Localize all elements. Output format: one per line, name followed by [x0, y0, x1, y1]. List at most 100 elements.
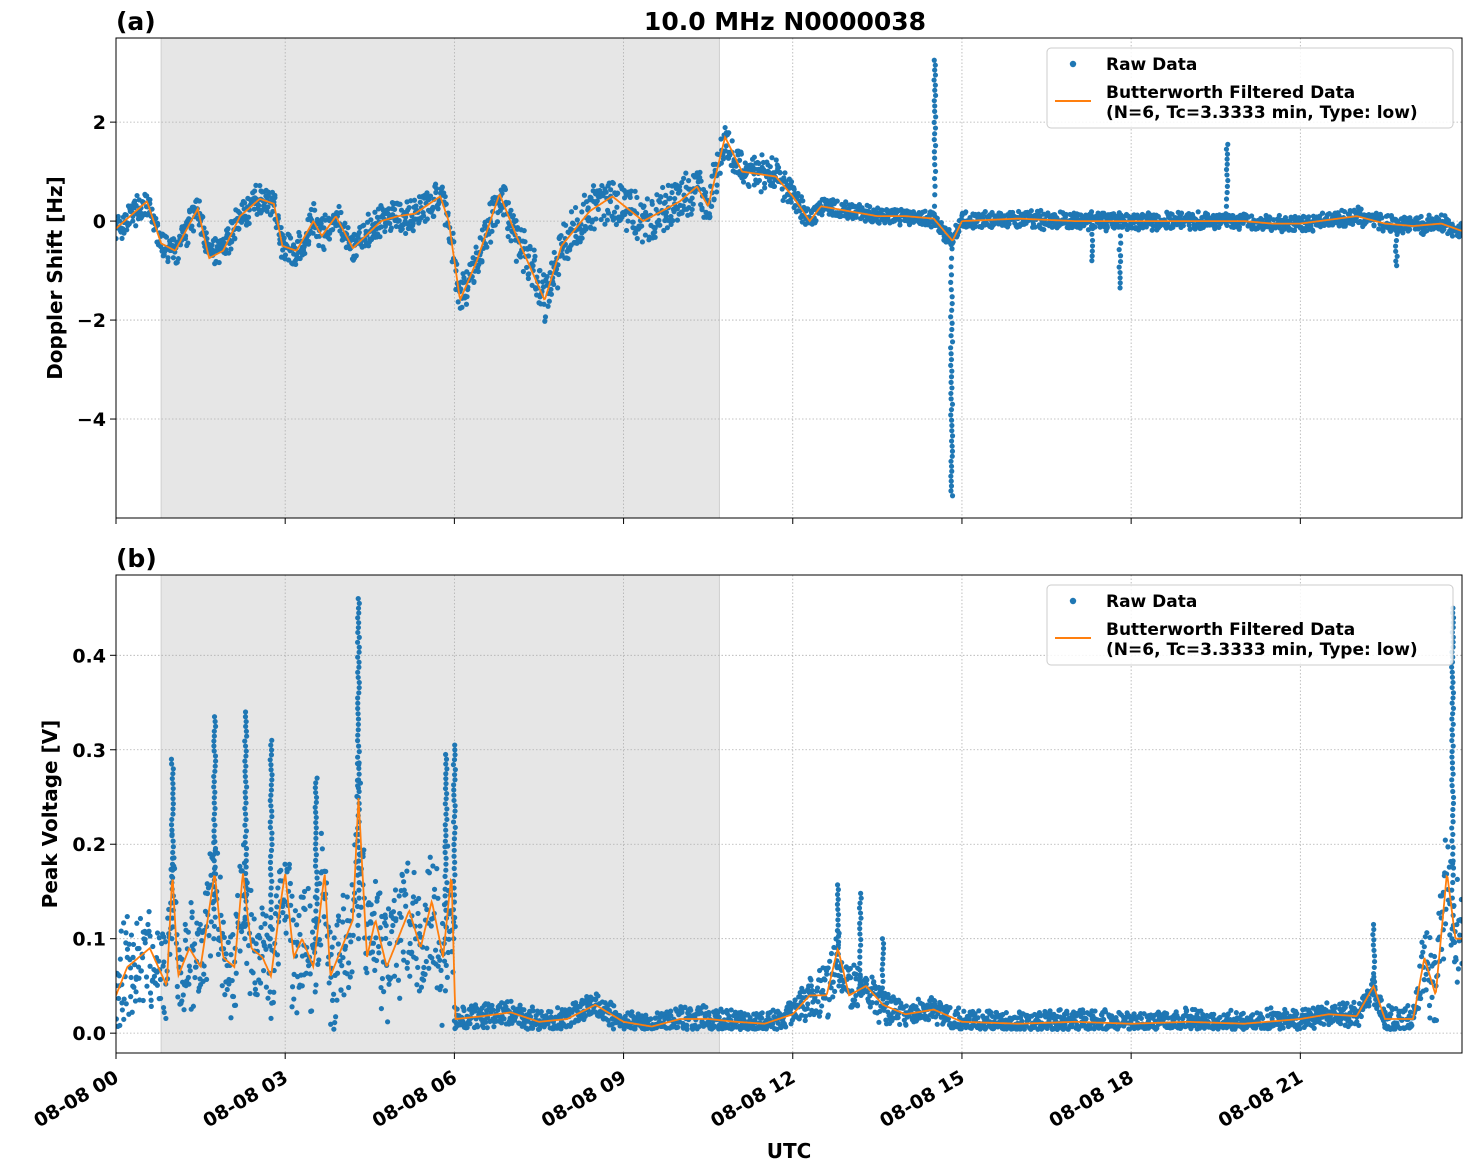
raw-data-point	[703, 190, 708, 195]
raw-data-point	[549, 292, 554, 297]
raw-data-point	[898, 218, 903, 223]
raw-data-point	[346, 960, 351, 965]
raw-data-point	[117, 973, 122, 978]
raw-data-point	[363, 966, 368, 971]
raw-data-point	[121, 1017, 126, 1022]
raw-data-point	[407, 974, 412, 979]
raw-data-point	[1234, 1010, 1239, 1015]
raw-data-point	[1407, 227, 1412, 232]
raw-outlier-point	[1118, 259, 1123, 264]
raw-data-point	[405, 860, 410, 865]
raw-data-point	[189, 915, 194, 920]
raw-data-point	[181, 1007, 186, 1012]
raw-data-point	[1359, 206, 1364, 211]
raw-data-point	[250, 970, 255, 975]
raw-data-point	[1006, 221, 1011, 226]
raw-data-point	[136, 976, 141, 981]
raw-data-point	[1101, 1017, 1106, 1022]
raw-data-point	[652, 229, 657, 234]
raw-data-point	[433, 182, 438, 187]
raw-data-point	[188, 968, 193, 973]
raw-data-point	[714, 183, 719, 188]
raw-data-point	[759, 1016, 764, 1021]
raw-data-point	[258, 980, 263, 985]
raw-data-point	[759, 152, 764, 157]
raw-data-point	[697, 170, 702, 175]
x-tick-label: 08-08 09	[538, 1066, 630, 1132]
raw-data-point	[471, 280, 476, 285]
raw-data-point	[383, 915, 388, 920]
raw-data-point	[409, 950, 414, 955]
raw-data-point	[579, 209, 584, 214]
raw-data-point	[218, 874, 223, 879]
raw-data-point	[148, 990, 153, 995]
raw-data-point	[774, 157, 779, 162]
raw-data-point	[371, 941, 376, 946]
raw-outlier-point	[931, 77, 936, 82]
raw-data-point	[660, 185, 665, 190]
y-tick-label: 0.2	[72, 834, 106, 856]
y-tick-label: 0.3	[72, 740, 106, 762]
raw-outlier-point	[1393, 244, 1398, 249]
raw-data-point	[424, 946, 429, 951]
raw-data-point	[423, 902, 428, 907]
raw-outlier-point	[1089, 258, 1094, 263]
raw-data-point	[1184, 1008, 1189, 1013]
raw-data-point	[542, 319, 547, 324]
raw-data-point	[464, 302, 469, 307]
raw-data-point	[201, 972, 206, 977]
raw-data-point	[522, 228, 527, 233]
raw-data-point	[204, 977, 209, 982]
raw-data-point	[188, 900, 193, 905]
raw-outlier-point	[932, 120, 937, 125]
raw-data-point	[522, 239, 527, 244]
raw-data-point	[426, 966, 431, 971]
raw-outlier-point	[932, 109, 937, 114]
raw-outlier-point	[1118, 280, 1123, 285]
raw-data-point	[405, 966, 410, 971]
raw-outlier-point	[1225, 152, 1230, 157]
raw-data-point	[222, 992, 227, 997]
raw-data-point	[506, 200, 511, 205]
raw-data-point	[539, 1009, 544, 1014]
raw-data-point	[961, 1009, 966, 1014]
raw-outlier-point	[932, 192, 937, 197]
raw-data-point	[675, 218, 680, 223]
raw-data-point	[117, 1023, 122, 1028]
raw-data-point	[288, 881, 293, 886]
raw-data-point	[983, 209, 988, 214]
y-axis-label: Doppler Shift [Hz]	[43, 176, 67, 380]
raw-outlier-point	[1117, 285, 1122, 290]
raw-data-point	[417, 923, 422, 928]
x-tick-label: 08-08 00	[30, 1066, 122, 1132]
raw-data-point	[818, 1009, 823, 1014]
raw-data-point	[231, 994, 236, 999]
raw-data-point	[335, 971, 340, 976]
raw-outlier-point	[950, 339, 955, 344]
raw-data-point	[683, 171, 688, 176]
raw-data-point	[1224, 223, 1229, 228]
raw-data-point	[364, 970, 369, 975]
raw-data-point	[121, 920, 126, 925]
raw-data-point	[249, 912, 254, 917]
raw-data-point	[228, 1015, 233, 1020]
raw-data-point	[340, 919, 345, 924]
raw-data-point	[118, 957, 123, 962]
raw-outlier-point	[1118, 241, 1123, 246]
raw-data-point	[191, 228, 196, 233]
raw-data-point	[923, 209, 928, 214]
raw-data-point	[369, 902, 374, 907]
raw-data-point	[268, 1016, 273, 1021]
raw-outlier-point	[1090, 243, 1095, 248]
raw-outlier-point	[1395, 232, 1400, 237]
raw-data-point	[582, 193, 587, 198]
raw-data-point	[508, 208, 513, 213]
raw-data-point	[789, 179, 794, 184]
raw-data-point	[657, 199, 662, 204]
raw-data-point	[707, 214, 712, 219]
raw-data-point	[306, 886, 311, 891]
raw-data-point	[976, 1008, 981, 1013]
raw-outlier-point	[949, 351, 954, 356]
raw-data-point	[183, 922, 188, 927]
shaded-interval	[161, 38, 719, 518]
